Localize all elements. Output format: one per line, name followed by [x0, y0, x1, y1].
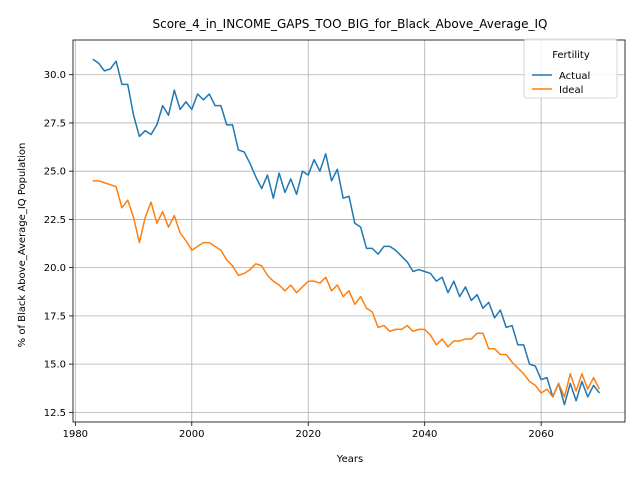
y-tick-label: 12.5	[44, 408, 66, 419]
plot-frame	[72, 39, 626, 423]
y-tick-label: 30.0	[44, 70, 66, 81]
chart-title: Score_4_in_INCOME_GAPS_TOO_BIG_for_Black…	[153, 17, 548, 31]
series-layer	[92, 58, 601, 406]
x-tick-label: 2040	[412, 429, 437, 440]
legend-label-actual: Actual	[559, 71, 590, 82]
y-tick-label: 20.0	[44, 263, 66, 274]
x-tick-label: 2000	[179, 429, 204, 440]
legend-label-ideal: Ideal	[559, 85, 583, 96]
y-tick-label: 27.5	[44, 118, 66, 129]
x-tick-label: 2020	[296, 429, 321, 440]
legend: Fertility Actual Ideal	[523, 38, 618, 99]
y-axis-label: % of Black Above_Average_IQ Population	[17, 143, 28, 348]
y-tick-label: 22.5	[44, 215, 66, 226]
grid-lines	[73, 40, 625, 422]
y-tick-label: 17.5	[44, 311, 66, 322]
x-axis-label: Years	[336, 454, 363, 465]
series-line-ideal	[92, 180, 601, 398]
series-line-actual	[92, 58, 600, 406]
axis-ticks: 1980 2000 2020 2040 2060 12.5 15.0 17.5 20.0 22.5…	[44, 70, 554, 440]
y-tick-label: 25.0	[44, 167, 66, 178]
legend-box	[523, 38, 618, 99]
x-tick-label: 1980	[63, 429, 88, 440]
x-tick-label: 2060	[528, 429, 553, 440]
y-tick-label: 15.0	[44, 360, 66, 371]
legend-title: Fertility	[552, 50, 590, 61]
